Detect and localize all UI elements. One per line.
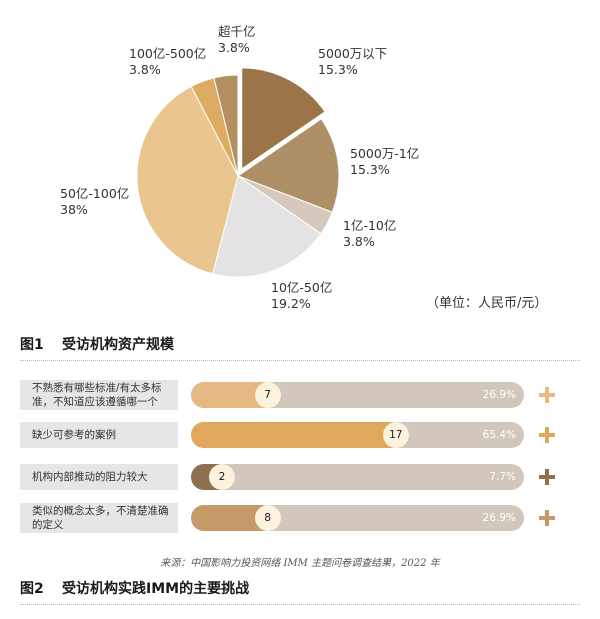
pie-label-name: 超千亿 (218, 24, 256, 39)
bar-track: 8 26.9% (191, 505, 524, 531)
unit-note: （单位：人民币/元） (426, 296, 548, 311)
bar-percent: 26.9% (482, 512, 516, 524)
pie-label-name: 50亿-100亿 (60, 186, 130, 201)
pie-label-name: 5000万以下 (318, 46, 388, 61)
divider (20, 604, 580, 605)
bar-label-text: 类似的概念太多，不清楚准确的定义 (32, 505, 169, 531)
pie-label-0: 5000万以下 15.3% (318, 46, 387, 78)
pie-label-1: 5000万-1亿 15.3% (350, 146, 419, 178)
pie-label-value: 3.8% (218, 40, 250, 55)
pie-label-4: 50亿-100亿 38% (60, 186, 129, 218)
figure-1-caption: 受访机构资产规模 (62, 337, 174, 353)
figure-2-caption: 受访机构实践IMM的主要挑战 (62, 581, 250, 597)
pie-label-value: 15.3% (318, 62, 358, 77)
bar-track: 7 26.9% (191, 382, 524, 408)
bar-percent: 26.9% (482, 389, 516, 401)
source-note: 来源：中国影响力投资网络 IMM 主题问卷调查结果，2022 年 (160, 558, 440, 569)
pie-slice-0 (241, 67, 326, 170)
bar-row-label: 不熟悉有哪些标准/有太多标准，不知道应该遵循哪一个 (20, 380, 178, 410)
bar-fill (191, 422, 409, 448)
pie-slice-3 (212, 175, 322, 278)
bar-percent: 65.4% (482, 429, 516, 441)
pie-label-2: 1亿-10亿 3.8% (343, 218, 396, 250)
bar-row-label: 类似的概念太多，不清楚准确的定义 (20, 503, 178, 533)
bar-count: 2 (209, 464, 235, 490)
bar-count: 7 (254, 382, 281, 408)
pie-label-value: 15.3% (350, 162, 390, 177)
pie-label-3: 10亿-50亿 19.2% (271, 280, 332, 312)
plus-icon (539, 510, 555, 526)
figure-1-title: 图1 受访机构资产规模 (20, 334, 174, 354)
bar-label-text: 缺少可参考的案例 (32, 429, 116, 441)
bar-row-label: 缺少可参考的案例 (20, 422, 178, 448)
pie-label-name: 100亿-500亿 (129, 46, 207, 61)
pie-slice-1 (236, 118, 340, 213)
pie-label-6: 超千亿 3.8% (218, 24, 256, 56)
pie-label-name: 10亿-50亿 (271, 280, 333, 295)
bar-label-text: 不熟悉有哪些标准/有太多标准，不知道应该遵循哪一个 (32, 382, 162, 408)
divider (20, 360, 580, 361)
bar-count: 17 (382, 422, 409, 448)
pie-label-5: 100亿-500亿 3.8% (129, 46, 206, 78)
pie-label-name: 5000万-1亿 (350, 146, 420, 161)
pie-slice-6 (213, 74, 239, 177)
bar-percent: 7.7% (489, 471, 516, 483)
figure-2-label: 图2 (20, 581, 44, 597)
pie-label-value: 3.8% (343, 234, 375, 249)
figure-1-label: 图1 (20, 337, 44, 353)
pie-chart (136, 67, 340, 278)
plus-icon (539, 469, 555, 485)
bar-label-text: 机构内部推动的阻力较大 (32, 471, 148, 483)
pie-label-value: 38% (60, 202, 88, 217)
pie-label-value: 19.2% (271, 296, 311, 311)
pie-slice-4 (136, 85, 239, 275)
bar-count: 8 (254, 505, 281, 531)
pie-label-value: 3.8% (129, 62, 161, 77)
pie-label-name: 1亿-10亿 (343, 218, 397, 233)
plus-icon (539, 427, 555, 443)
bar-row-label: 机构内部推动的阻力较大 (20, 464, 178, 490)
bar-track: 17 65.4% (191, 422, 524, 448)
figure-2-title: 图2 受访机构实践IMM的主要挑战 (20, 578, 249, 598)
plus-icon (539, 387, 555, 403)
bar-track: 2 7.7% (191, 464, 524, 490)
